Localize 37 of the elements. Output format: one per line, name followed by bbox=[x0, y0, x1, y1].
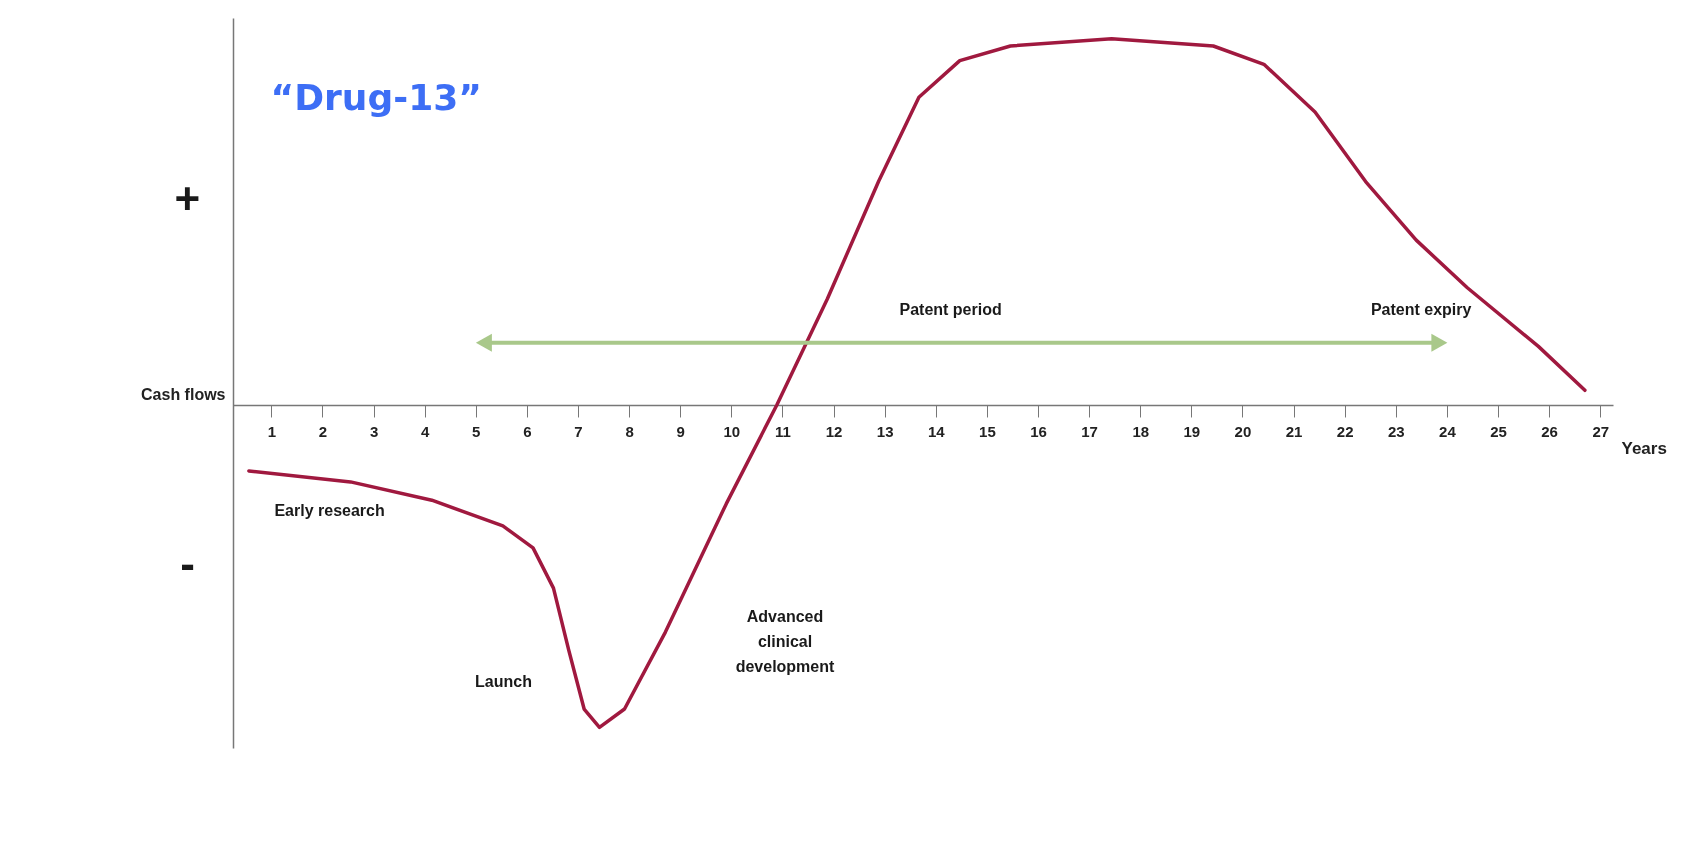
y-axis-title: Cash flows bbox=[141, 386, 226, 404]
x-tick-label: 8 bbox=[625, 423, 634, 441]
x-tick-label: 4 bbox=[420, 423, 430, 441]
x-tick-label: 20 bbox=[1234, 423, 1252, 441]
text: + bbox=[174, 173, 201, 223]
annotation: Advanced clinical development bbox=[735, 607, 836, 675]
x-tick-label: 27 bbox=[1592, 423, 1610, 441]
x-tick-label: 1 bbox=[267, 423, 277, 441]
x-tick-label: 18 bbox=[1132, 423, 1150, 441]
x-tick-label: 26 bbox=[1541, 423, 1558, 441]
x-tick-label: 12 bbox=[825, 423, 843, 441]
x-tick-label: 19 bbox=[1183, 423, 1201, 441]
x-tick-label: 7 bbox=[574, 423, 583, 441]
x-tick-label: 5 bbox=[472, 423, 481, 441]
annotation: Early research bbox=[274, 501, 385, 519]
x-tick-label: 22 bbox=[1336, 423, 1354, 441]
x-tick-label: 17 bbox=[1081, 423, 1098, 441]
x-tick-label: 6 bbox=[523, 423, 532, 441]
x-tick-label: 21 bbox=[1285, 423, 1303, 441]
x-tick-label: 16 bbox=[1030, 423, 1047, 441]
x-axis-title: Years bbox=[1621, 439, 1667, 459]
annotation: Patent period bbox=[899, 301, 1002, 318]
annotation: Launch bbox=[475, 673, 532, 691]
annotation: Patent expiry bbox=[1370, 301, 1472, 318]
text: “Drug-13” bbox=[270, 77, 482, 118]
x-tick-label: 11 bbox=[775, 423, 791, 441]
x-tick-label: 2 bbox=[318, 423, 328, 441]
x-tick-label: 10 bbox=[723, 423, 741, 441]
x-tick-label: 23 bbox=[1387, 423, 1405, 441]
x-tick-label: 13 bbox=[876, 423, 894, 441]
x-tick-label: 9 bbox=[676, 423, 685, 441]
text: - bbox=[180, 538, 195, 588]
x-tick-label: 3 bbox=[369, 423, 379, 441]
x-tick-label: 24 bbox=[1439, 423, 1457, 441]
x-tick-label: 25 bbox=[1490, 423, 1507, 441]
x-tick-label: 15 bbox=[979, 423, 996, 441]
x-tick-label: 14 bbox=[927, 423, 946, 441]
